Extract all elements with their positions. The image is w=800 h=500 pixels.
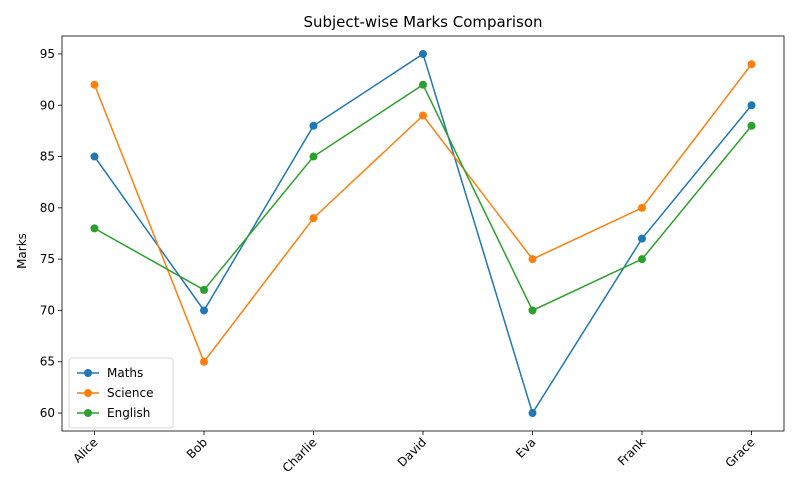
x-tick-label: Frank: [615, 435, 648, 468]
data-point-science: [747, 60, 756, 69]
y-tick-label: 90: [40, 98, 55, 112]
data-point-maths: [419, 49, 427, 58]
x-tick-label: Eva: [513, 435, 538, 460]
y-tick-label: 95: [40, 47, 55, 61]
legend-label-science: Science: [107, 386, 154, 400]
series-line-science: [93, 63, 753, 364]
y-tick-label: 75: [40, 252, 55, 266]
x-tick-label: Alice: [70, 435, 100, 465]
data-point-science: [528, 255, 537, 264]
series-line-maths: [93, 52, 753, 415]
data-point-english: [528, 306, 537, 315]
series-layer: [90, 49, 756, 418]
legend-label-english: English: [107, 406, 150, 420]
data-point-science: [309, 214, 318, 223]
chart-title: Subject-wise Marks Comparison: [303, 13, 542, 31]
legend-box: [68, 357, 174, 429]
data-point-english: [199, 285, 208, 294]
x-tick-label: David: [395, 435, 429, 469]
data-point-maths: [638, 234, 647, 243]
data-point-maths: [528, 409, 537, 418]
y-tick-label: 65: [40, 355, 55, 369]
data-point-english: [90, 224, 99, 233]
y-tick-label: 60: [40, 406, 55, 420]
legend-marker-science: [84, 389, 92, 397]
legend-label-maths: Maths: [107, 366, 143, 380]
data-point-science: [199, 357, 208, 366]
legend-marker-maths: [84, 369, 92, 377]
legend: Maths Science English: [68, 357, 174, 429]
data-point-science: [638, 203, 647, 212]
data-point-maths: [747, 101, 756, 110]
data-point-science: [90, 80, 99, 89]
x-axis: Alice Bob Charlie David Eva Frank Grace: [70, 431, 758, 475]
x-tick-label: Grace: [723, 435, 758, 470]
data-point-english: [309, 152, 318, 161]
data-point-maths: [199, 306, 208, 315]
data-point-english: [419, 80, 427, 89]
data-point-science: [419, 111, 427, 120]
y-tick-label: 80: [40, 201, 55, 215]
y-tick-label: 70: [40, 303, 55, 317]
y-axis: 60 65 70 75 80 85 90 95: [40, 47, 62, 420]
x-tick-label: Charlie: [280, 435, 320, 475]
legend-marker-english: [84, 409, 92, 417]
data-point-maths: [90, 152, 99, 161]
x-tick-label: Bob: [184, 435, 210, 461]
data-point-english: [747, 121, 756, 130]
y-tick-label: 85: [40, 150, 55, 164]
y-axis-label: Marks: [15, 233, 29, 269]
data-point-english: [638, 255, 647, 264]
data-point-maths: [309, 121, 318, 130]
